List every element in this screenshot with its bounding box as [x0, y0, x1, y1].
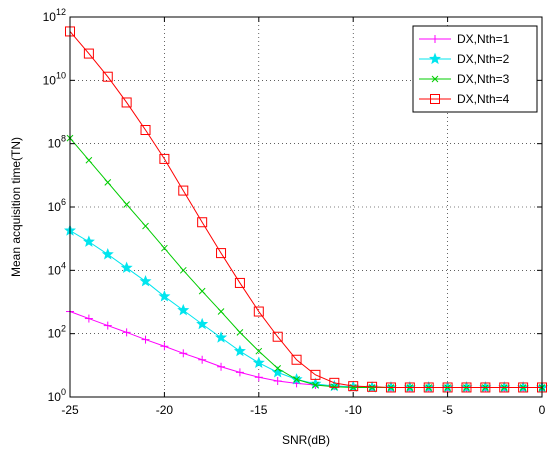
data-point	[310, 369, 321, 380]
legend-item: DX,Nth=4	[419, 92, 510, 106]
data-point	[160, 342, 169, 351]
data-point	[309, 377, 322, 389]
legend-item: DX,Nth=2	[419, 52, 510, 66]
data-point	[197, 217, 208, 228]
data-point	[328, 379, 341, 392]
data-point	[140, 125, 151, 136]
data-point	[423, 382, 434, 393]
data-point	[139, 274, 152, 287]
legend-marker	[430, 94, 440, 104]
data-point	[442, 382, 453, 393]
data-point	[198, 287, 206, 295]
data-point	[84, 314, 93, 323]
x-tick-label: -20	[156, 403, 174, 417]
data-point	[142, 222, 149, 230]
y-tick-label: 102	[48, 324, 66, 341]
data-point	[312, 381, 319, 389]
data-point	[272, 331, 283, 342]
data-point	[103, 321, 112, 330]
data-point	[236, 329, 244, 336]
data-point	[215, 331, 228, 343]
data-point	[102, 71, 113, 82]
legend-label: DX,Nth=1	[457, 32, 510, 46]
legend-marker	[428, 52, 442, 65]
data-point	[121, 97, 132, 108]
legend-item: DX,Nth=3	[419, 72, 510, 86]
data-point	[178, 185, 189, 196]
data-point	[233, 344, 246, 357]
y-tick-label: 106	[48, 197, 66, 214]
data-point	[177, 303, 190, 316]
data-point	[274, 365, 282, 372]
legend-label: DX,Nth=3	[457, 72, 510, 86]
ticks: -25 -20 -15 -10 -5 0 100 102 104 106 108 1010 1012	[43, 7, 546, 417]
data-point	[329, 377, 340, 388]
data-point	[461, 382, 472, 393]
y-axis-label: Mean acquisition time(TN)	[9, 137, 23, 277]
data-point	[196, 317, 209, 330]
x-tick-label: 0	[539, 403, 546, 417]
legend-label: DX,Nth=4	[457, 92, 510, 106]
data-point	[234, 277, 245, 288]
data-point	[83, 48, 94, 59]
legend-item: DX,Nth=1	[419, 32, 510, 46]
data-point	[85, 156, 93, 164]
data-point	[104, 179, 112, 186]
data-point	[348, 381, 359, 392]
legend-box	[412, 25, 538, 113]
data-point	[499, 382, 510, 393]
x-tick-label: -5	[442, 403, 453, 417]
data-point	[120, 261, 133, 273]
data-point	[159, 153, 170, 164]
data-point	[291, 354, 302, 365]
data-point	[255, 347, 263, 355]
data-point	[330, 383, 338, 391]
data-point	[217, 308, 225, 315]
data-point	[480, 382, 491, 393]
data-point	[141, 335, 150, 344]
data-point	[293, 376, 300, 383]
data-point	[122, 328, 131, 337]
data-point	[179, 266, 187, 274]
y-tick-label: 104	[48, 260, 66, 277]
x-tick-label: -15	[250, 403, 268, 417]
data-point	[518, 382, 529, 393]
data-point	[101, 248, 114, 260]
y-tick-label: 108	[48, 134, 66, 151]
data-point	[254, 373, 263, 382]
legend-label: DX,Nth=2	[457, 52, 510, 66]
data-point	[385, 382, 396, 393]
data-point	[252, 356, 265, 368]
series-4	[65, 26, 547, 393]
data-point	[235, 368, 244, 377]
data-point	[273, 377, 282, 386]
data-point	[217, 362, 226, 371]
data-point	[404, 382, 415, 393]
data-point	[82, 235, 95, 247]
data-point	[158, 290, 171, 302]
legend-marker	[431, 35, 439, 43]
x-axis-label: SNR(dB)	[282, 433, 330, 447]
data-point	[216, 248, 227, 259]
data-point	[123, 201, 130, 208]
data-point	[253, 306, 264, 317]
y-tick-label: 1012	[43, 7, 66, 24]
x-tick-label: -10	[345, 403, 363, 417]
y-tick-label: 1010	[43, 70, 66, 87]
data-point	[161, 244, 168, 252]
y-tick-label: 100	[48, 387, 66, 404]
data-point	[368, 384, 376, 391]
data-point	[367, 381, 378, 392]
data-point	[179, 349, 188, 358]
data-point	[198, 355, 207, 364]
legend-marker	[431, 75, 439, 83]
x-tick-label: -25	[61, 403, 79, 417]
legend: DX,Nth=1 DX,Nth=2 DX,Nth=3 DX,Nth=4	[412, 25, 538, 113]
